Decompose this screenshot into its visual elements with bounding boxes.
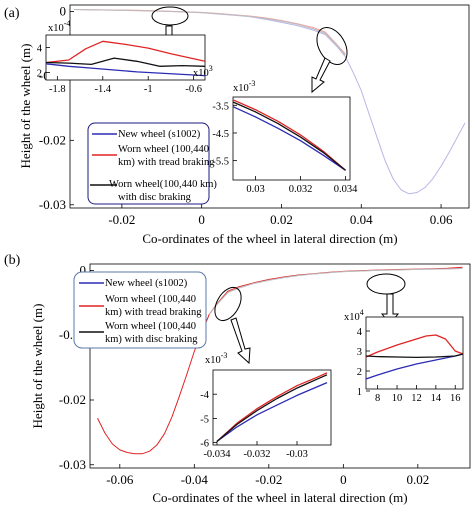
inset-a2-y-exponent: x10-3 [233,79,255,94]
inset-a1-series-worn-wheel-100-440-km-with-tread-braking [46,40,205,64]
panel-a-xtick-label: 0.06 [430,212,453,227]
inset-a1-x-exponent: x103 [193,64,213,79]
inset-a1-series-worn-wheel-100-440-km-with-disc-braking [46,57,205,67]
ellipse-highlight-icon [151,6,189,26]
inset-b2-xtick-label: 14 [431,393,442,404]
panel-b-inset-1: -0.034 -0.032 -0.03 -4 -5 -6 x10-3 [200,351,332,460]
panel-b-xtick-label: 0 [340,472,347,487]
inset-a2-series-new-wheel-s1002 [233,106,346,171]
panel-b-label: (b) [4,253,21,268]
inset-b2-xtick-label: 16 [450,393,461,404]
panel-b-xtick-label: 0.02 [406,472,429,487]
panel-b-ytick-label: -0.03 [59,457,86,472]
panel-a-xtick-label: -0.02 [108,212,135,227]
inset-a1-ytick-label: 2 [37,69,42,80]
inset-b2-y-exponent: x104 [344,308,364,323]
panel-b-series-group [97,266,463,455]
panel-a-ytick-label: -0.02 [39,132,66,147]
inset-b1-xtick-label: -0.034 [203,449,231,460]
panel-b-series-worn-wheel-100-440-km-with-disc-braking [208,268,463,315]
legend-label-new-wheel: New wheel (s1002) [118,129,201,140]
panel-a-inset-1: -1.8 -1.4 -1 -0.6 2 4 x10-4 x103 [37,19,213,95]
panel-b-xtick-label: -0.04 [181,472,209,487]
inset-a2-ytick-label: -3.5 [212,101,229,112]
inset-b2-xtick-label: 10 [392,393,403,404]
legend-label-tread-1: Worn wheel (100,440 [105,294,196,305]
inset-a2-series-worn-wheel-100-440-km-with-disc-braking [233,101,346,171]
inset-b1-xtick-label: -0.032 [243,449,270,460]
panel-a-label: (a) [4,6,20,21]
inset-b2-series-worn-wheel-100-440-km-with-tread-braking [366,334,463,358]
inset-a1-xtick-label: -1.4 [94,84,111,95]
inset-b2-ytick-label: 2 [357,367,362,378]
inset-b2-ytick-label: 4 [357,327,363,338]
panel-b-axes-frame [89,263,471,469]
inset-b2-ytick-label: 3 [357,347,362,358]
panel-a-ylabel: Height of the wheel (m) [18,44,33,169]
inset-b1-ytick-label: -6 [200,439,209,450]
inset-b2-xtick-label: 12 [411,393,422,404]
inset-a2-ytick-label: -5.5 [212,157,229,168]
legend-label-tread-2: km) with tread braking [105,307,202,318]
panel-b-ytick-label: -0.02 [59,392,86,407]
ellipse-highlight-icon [214,286,242,322]
panel-b-xtick-label: -0.06 [106,472,134,487]
panel-b-legend: New wheel (s1002) Worn wheel (100,440 km… [73,271,207,349]
panel-b-x-ticks: -0.06 -0.04 -0.02 0 0.02 [106,464,429,487]
down-arrow-icon [230,317,251,365]
inset-a2-xtick-label: 0.032 [289,184,313,195]
inset-a2-xtick-label: 0.034 [334,184,358,195]
panel-b-xlabel: Co-ordinates of the wheel in lateral dir… [152,490,407,505]
panel-b-ylabel: Height of the wheel (m) [30,304,45,429]
panel-a-x-ticks: -0.02 0 0.02 0.04 0.06 [108,204,453,227]
ellipse-highlight-icon [316,27,348,65]
inset-b1-ytick-label: -5 [200,414,209,425]
panel-a-inset-2: 0.03 0.032 0.034 -3.5 -4.5 -5.5 x10-3 [212,79,358,195]
panel-a-series-worn-wheel-100-440-km-with-disc-braking [73,9,346,56]
panel-a-ytick-label: 0 [60,3,67,18]
panel-a-axes-frame [69,4,470,209]
inset-a1-ytick-label: 4 [37,44,43,55]
inset-b2-series-worn-wheel-100-440-km-with-disc-braking [366,353,463,359]
inset-a2-series-worn-wheel-100-440-km-with-tread-braking [233,99,346,171]
legend-label-disc-2: km) with disc braking [105,334,198,345]
inset-b1-series-worn-wheel-100-440-km-with-disc-braking [216,374,328,442]
inset-b1-series-worn-wheel-100-440-km-with-tread-braking [216,372,328,442]
inset-b1-ytick-label: -4 [200,390,209,401]
ellipse-highlight-icon [366,273,406,295]
inset-b2-xtick-label: 8 [375,393,380,404]
panel-a-legend: New wheel (s1002) Worn wheel (100,440 km… [87,122,217,205]
legend-label-tread-1: Worn wheel (100,440 [118,144,209,155]
panel-a-ytick-label: -0.03 [39,197,66,212]
panel-b-ytick-label: 0 [80,262,87,277]
inset-a1-y-exponent: x10-4 [48,19,70,34]
legend-label-disc-1: Worn wheel(100,440 km) [109,179,217,190]
inset-a2-ytick-label: -4.5 [212,129,229,140]
legend-label-new-wheel: New wheel (s1002) [105,278,188,289]
inset-b2-ytick-label: 1 [357,387,362,398]
inset-b1-xtick-label: -0.03 [286,449,308,460]
inset-a1-series-new-wheel-s1002 [46,63,205,77]
inset-b1-series-new-wheel-s1002 [216,382,328,442]
panel-a-xtick-label: 0.02 [270,212,293,227]
panel-b-xtick-label: -0.02 [255,472,282,487]
panel-a-xtick-label: 0.04 [350,212,373,227]
panel-b-series-new-wheel-s1002 [208,268,463,315]
legend-label-tread-2: km) with tread braking [118,157,215,168]
down-arrow-icon [311,57,331,94]
panel-a-series-group [73,9,466,195]
inset-b1-y-exponent: x10-3 [205,351,227,366]
panel-a-xlabel: Co-ordinates of the wheel in lateral dir… [142,231,397,246]
legend-label-disc-1: Worn wheel (100,440 [105,321,196,332]
inset-a1-xtick-label: -1.8 [49,84,66,95]
inset-a2-xtick-label: 0.03 [246,184,264,195]
panel-a-xtick-label: 0 [198,212,205,227]
panel-b: (b) -0.06 -0.04 -0.02 0 0.02 0-0.01-0.02-0.0… [4,253,471,505]
inset-a1-xtick-label: -1 [144,84,153,95]
inset-a1-xtick-label: -0.6 [185,84,202,95]
legend-label-disc-2: with disc braking [118,192,192,203]
